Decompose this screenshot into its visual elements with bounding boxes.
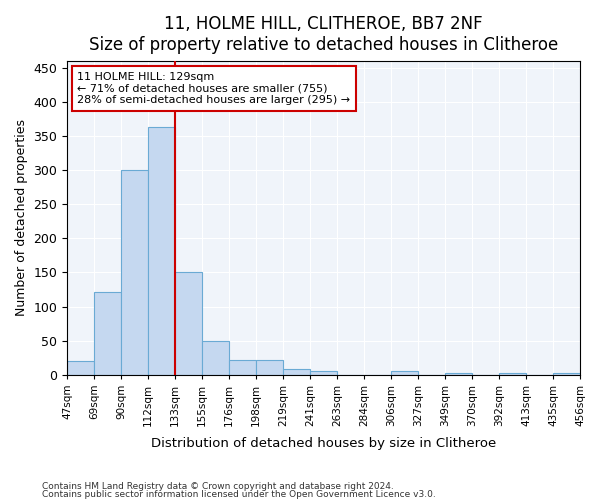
Bar — [445, 372, 472, 374]
Bar — [499, 372, 526, 374]
Y-axis label: Number of detached properties: Number of detached properties — [15, 120, 28, 316]
Bar — [553, 372, 580, 374]
Bar — [67, 361, 94, 374]
Text: Contains HM Land Registry data © Crown copyright and database right 2024.: Contains HM Land Registry data © Crown c… — [42, 482, 394, 491]
Bar — [256, 360, 283, 374]
Bar — [283, 370, 310, 374]
Text: 11 HOLME HILL: 129sqm
← 71% of detached houses are smaller (755)
28% of semi-det: 11 HOLME HILL: 129sqm ← 71% of detached … — [77, 72, 350, 105]
Title: 11, HOLME HILL, CLITHEROE, BB7 2NF
Size of property relative to detached houses : 11, HOLME HILL, CLITHEROE, BB7 2NF Size … — [89, 15, 558, 54]
Text: Contains public sector information licensed under the Open Government Licence v3: Contains public sector information licen… — [42, 490, 436, 499]
Bar — [391, 372, 418, 374]
Bar — [229, 360, 256, 374]
Bar — [202, 340, 229, 374]
Bar — [121, 170, 148, 374]
X-axis label: Distribution of detached houses by size in Clitheroe: Distribution of detached houses by size … — [151, 437, 496, 450]
Bar — [175, 272, 202, 374]
Bar — [148, 127, 175, 374]
Bar — [310, 370, 337, 374]
Bar — [94, 292, 121, 374]
